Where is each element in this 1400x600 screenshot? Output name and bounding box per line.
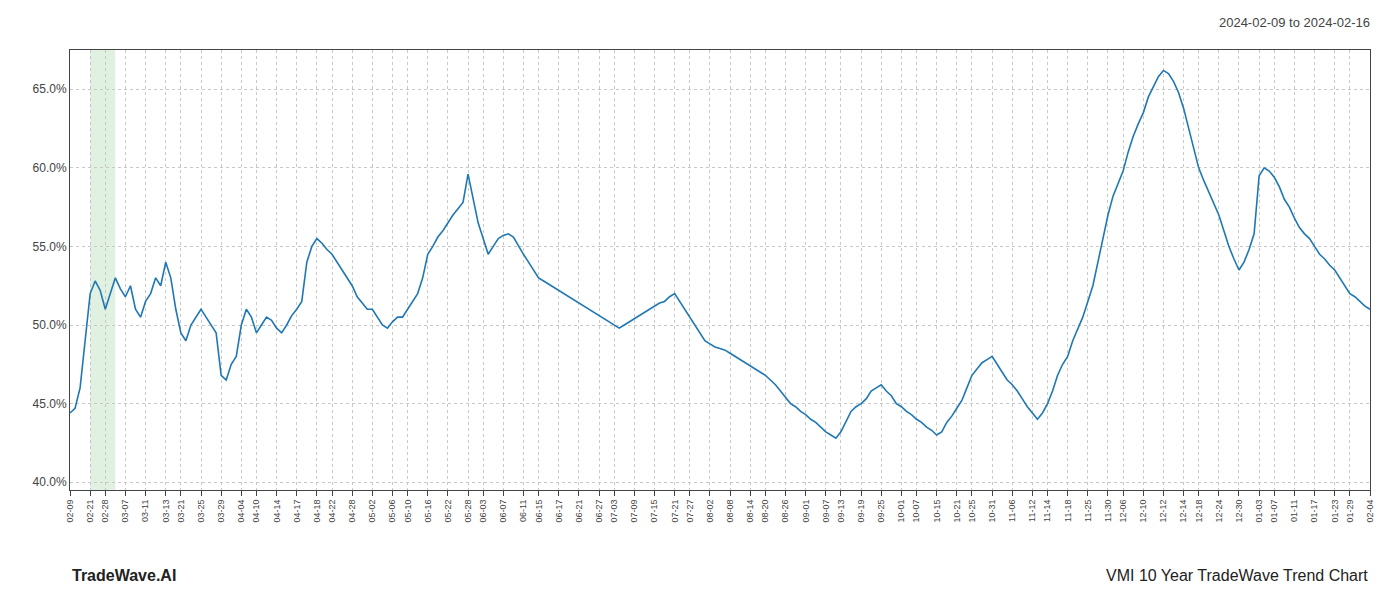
svg-text:05-22: 05-22 xyxy=(443,500,453,523)
svg-text:01-23: 01-23 xyxy=(1330,500,1340,523)
svg-text:07-15: 07-15 xyxy=(649,500,659,523)
svg-text:06-27: 06-27 xyxy=(594,500,604,523)
svg-text:11-25: 11-25 xyxy=(1083,500,1093,522)
svg-text:01-07: 01-07 xyxy=(1269,500,1279,523)
svg-text:06-21: 06-21 xyxy=(574,500,584,523)
svg-text:09-07: 09-07 xyxy=(821,500,831,523)
svg-text:10-15: 10-15 xyxy=(932,500,942,523)
svg-text:VMI 10 Year TradeWave Trend Ch: VMI 10 Year TradeWave Trend Chart xyxy=(1106,567,1368,584)
svg-text:02-28: 02-28 xyxy=(100,500,110,523)
svg-text:09-19: 09-19 xyxy=(856,500,866,523)
svg-text:10-31: 10-31 xyxy=(987,500,997,523)
svg-text:07-03: 07-03 xyxy=(609,500,619,523)
svg-text:65.0%: 65.0% xyxy=(33,82,67,96)
svg-text:10-21: 10-21 xyxy=(952,500,962,523)
svg-text:02-21: 02-21 xyxy=(85,500,95,523)
svg-text:03-11: 03-11 xyxy=(141,500,151,522)
svg-text:07-09: 07-09 xyxy=(629,500,639,523)
svg-text:11-14: 11-14 xyxy=(1042,500,1052,522)
svg-text:12-18: 12-18 xyxy=(1194,500,1204,523)
svg-text:10-07: 10-07 xyxy=(911,500,921,523)
svg-text:08-08: 08-08 xyxy=(725,500,735,523)
svg-text:03-21: 03-21 xyxy=(176,500,186,523)
svg-text:08-14: 08-14 xyxy=(745,500,755,523)
svg-text:05-06: 05-06 xyxy=(387,500,397,523)
svg-text:04-28: 04-28 xyxy=(347,500,357,523)
svg-text:60.0%: 60.0% xyxy=(33,161,67,175)
svg-text:11-18: 11-18 xyxy=(1063,500,1073,522)
svg-text:02-04: 02-04 xyxy=(1365,500,1375,523)
svg-text:03-07: 03-07 xyxy=(120,500,130,523)
svg-text:12-06: 12-06 xyxy=(1118,500,1128,523)
svg-text:50.0%: 50.0% xyxy=(33,318,67,332)
svg-text:04-10: 04-10 xyxy=(251,500,261,523)
svg-text:01-03: 01-03 xyxy=(1254,500,1264,523)
svg-text:01-17: 01-17 xyxy=(1309,500,1319,523)
svg-text:04-18: 04-18 xyxy=(312,500,322,523)
svg-text:55.0%: 55.0% xyxy=(33,240,67,254)
svg-text:TradeWave.AI: TradeWave.AI xyxy=(72,567,176,584)
svg-text:04-17: 04-17 xyxy=(292,500,302,523)
svg-text:08-02: 08-02 xyxy=(705,500,715,523)
svg-text:04-22: 04-22 xyxy=(327,500,337,523)
svg-text:40.0%: 40.0% xyxy=(33,475,67,489)
svg-text:06-11: 06-11 xyxy=(518,500,528,522)
svg-text:07-21: 07-21 xyxy=(670,500,680,523)
svg-text:04-04: 04-04 xyxy=(236,500,246,523)
svg-text:11-30: 11-30 xyxy=(1103,500,1113,522)
svg-text:10-01: 10-01 xyxy=(896,500,906,523)
svg-text:09-13: 09-13 xyxy=(836,500,846,523)
svg-text:01-11: 01-11 xyxy=(1289,500,1299,522)
svg-text:03-25: 03-25 xyxy=(196,500,206,523)
svg-text:12-10: 12-10 xyxy=(1138,500,1148,523)
svg-text:01-29: 01-29 xyxy=(1345,500,1355,523)
svg-text:09-01: 09-01 xyxy=(801,500,811,523)
svg-text:04-14: 04-14 xyxy=(272,500,282,523)
svg-text:05-16: 05-16 xyxy=(423,500,433,523)
svg-text:03-13: 03-13 xyxy=(161,500,171,523)
svg-text:06-07: 06-07 xyxy=(498,500,508,523)
svg-text:2024-02-09 to 2024-02-16: 2024-02-09 to 2024-02-16 xyxy=(1219,15,1370,30)
svg-text:12-24: 12-24 xyxy=(1214,500,1224,523)
svg-text:03-29: 03-29 xyxy=(216,500,226,523)
svg-text:09-25: 09-25 xyxy=(876,500,886,523)
svg-text:06-03: 06-03 xyxy=(478,500,488,523)
svg-text:08-26: 08-26 xyxy=(780,500,790,523)
svg-text:08-20: 08-20 xyxy=(760,500,770,523)
svg-text:12-30: 12-30 xyxy=(1234,500,1244,523)
svg-text:02-09: 02-09 xyxy=(65,500,75,523)
svg-text:06-17: 06-17 xyxy=(554,500,564,523)
svg-text:45.0%: 45.0% xyxy=(33,397,67,411)
svg-text:05-10: 05-10 xyxy=(403,500,413,523)
svg-text:06-15: 06-15 xyxy=(534,500,544,523)
svg-text:05-02: 05-02 xyxy=(367,500,377,523)
svg-text:11-12: 11-12 xyxy=(1027,500,1037,522)
svg-text:10-25: 10-25 xyxy=(967,500,977,523)
svg-text:05-28: 05-28 xyxy=(463,500,473,523)
svg-text:07-27: 07-27 xyxy=(685,500,695,523)
svg-text:12-14: 12-14 xyxy=(1178,500,1188,523)
svg-text:12-12: 12-12 xyxy=(1158,500,1168,523)
svg-text:11-06: 11-06 xyxy=(1007,500,1017,522)
